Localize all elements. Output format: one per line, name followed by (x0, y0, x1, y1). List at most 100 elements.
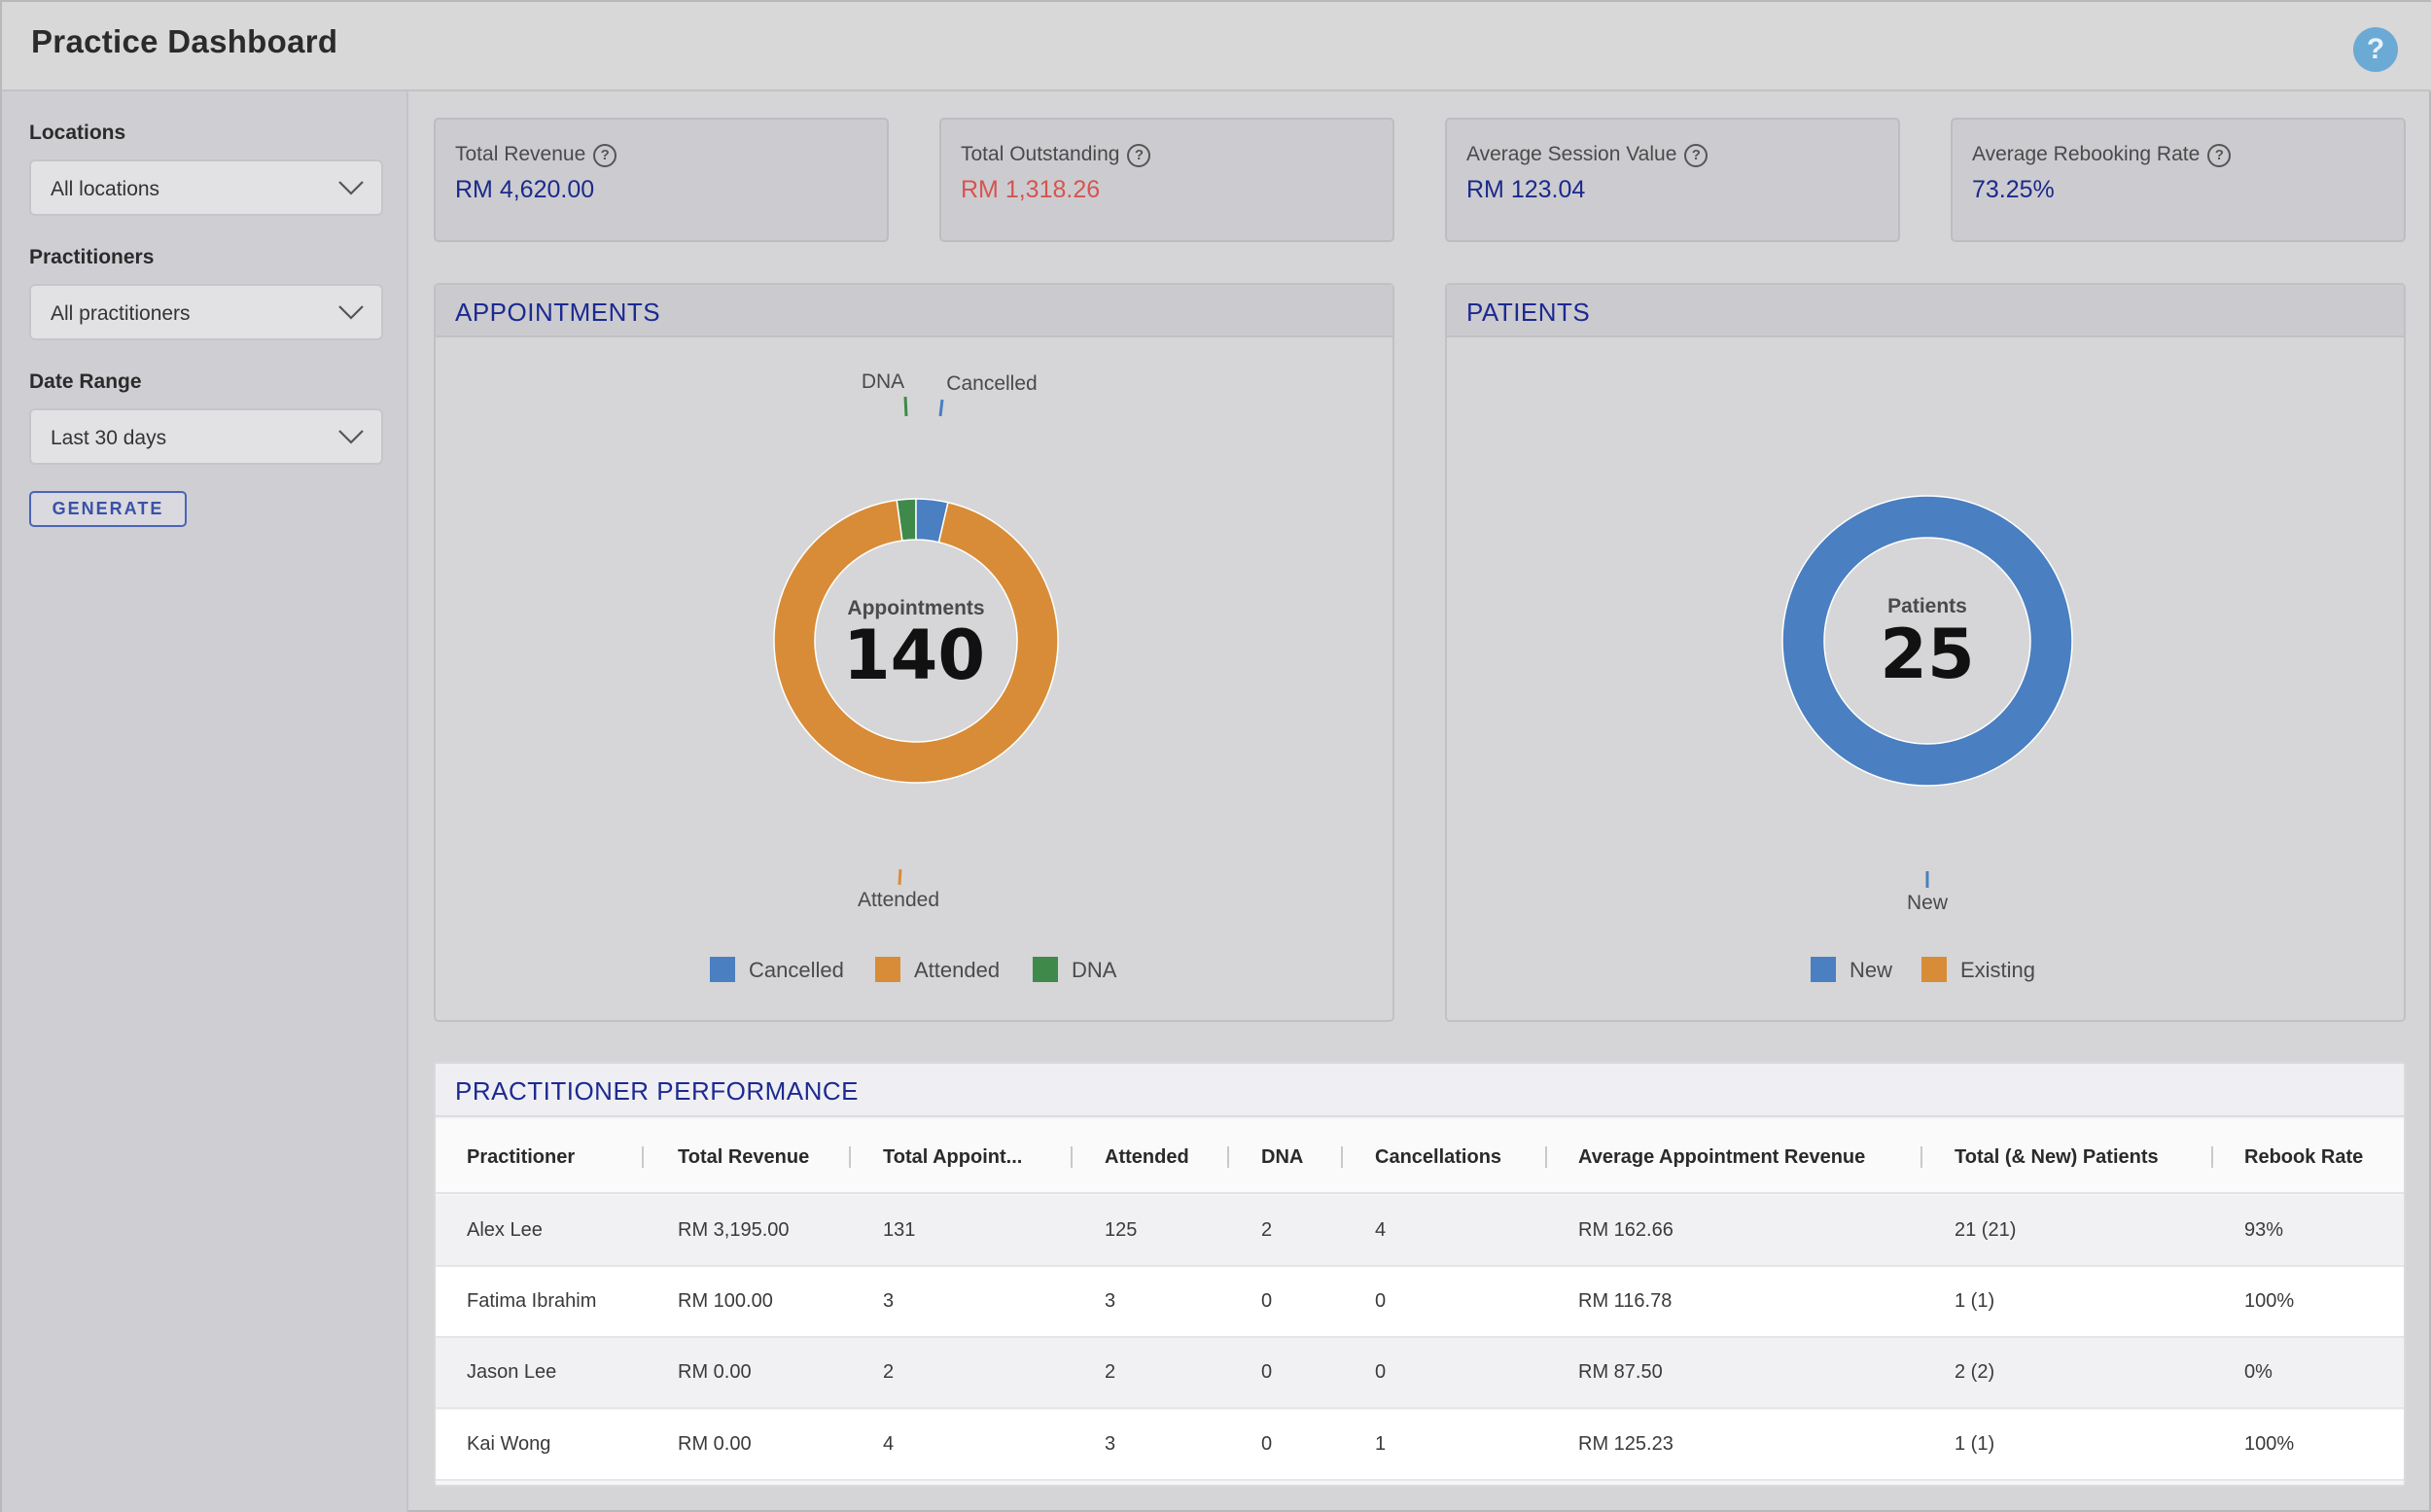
stat-label: Average Session Value (1466, 143, 1677, 165)
column-resize-handle[interactable] (849, 1146, 851, 1168)
appointments-panel-header: APPOINTMENTS (436, 285, 1392, 337)
locations-select-value: All locations (51, 178, 160, 200)
date-range-select[interactable]: Last 30 days (29, 408, 383, 465)
legend-item-dna[interactable]: DNA (1033, 957, 1116, 983)
col-rebook-rate-cell: 0% (2244, 1361, 2272, 1383)
patients-center-label: Patients (1887, 595, 1967, 617)
column-resize-handle[interactable] (1920, 1146, 1922, 1168)
appointments-center-label: Appointments (847, 597, 984, 619)
col-dna-cell: 0 (1261, 1290, 1273, 1312)
col-attended-cell: 125 (1105, 1219, 1138, 1241)
col-attended-cell: 2 (1105, 1361, 1116, 1383)
chevron-down-icon (338, 430, 364, 444)
dna-callout-line (903, 396, 908, 417)
donut-slice-attended[interactable] (773, 499, 1059, 784)
question-circle-icon[interactable]: ? (1684, 144, 1709, 167)
legend-item-existing[interactable]: Existing (1921, 957, 2035, 983)
col-attended-cell: 3 (1105, 1433, 1116, 1455)
patients-legend: New Existing (1811, 957, 2102, 986)
legend-label: DNA (1072, 958, 1117, 982)
locations-select[interactable]: All locations (29, 159, 383, 216)
patients-title: PATIENTS (1466, 298, 1591, 327)
attended-callout-line (898, 868, 902, 886)
table-row[interactable]: Kai Wong RM 0.00 4 3 0 1 RM 125.23 1 (1) 100% (436, 1410, 2404, 1481)
col-total-new-patients-header[interactable]: Total (& New) Patients (1955, 1146, 2159, 1168)
col-cancellations-cell: 1 (1375, 1433, 1387, 1455)
col-cancellations-header[interactable]: Cancellations (1375, 1146, 1502, 1168)
col-practitioner-cell: Jason Lee (467, 1361, 557, 1383)
col-total-appointments-header[interactable]: Total Appoint... (883, 1146, 1023, 1168)
col-practitioner-header[interactable]: Practitioner (467, 1146, 576, 1168)
practitioner-performance-title: PRACTITIONER PERFORMANCE (455, 1076, 860, 1106)
table-row[interactable]: Jason Lee RM 0.00 2 2 0 0 RM 87.50 2 (2) 0% (436, 1338, 2404, 1409)
column-resize-handle[interactable] (1545, 1146, 1547, 1168)
date-range-select-value: Last 30 days (51, 427, 167, 449)
col-total-new-patients-cell: 1 (1) (1955, 1290, 1995, 1312)
col-cancellations-cell: 4 (1375, 1219, 1387, 1241)
col-practitioner-cell: Kai Wong (467, 1433, 551, 1455)
cancelled-callout-label: Cancelled (946, 372, 1037, 395)
filter-sidebar: Locations All locations Practitioners Al… (2, 91, 408, 1512)
column-resize-handle[interactable] (1341, 1146, 1343, 1168)
stat-card-label-wrap: Total Revenue? (455, 143, 617, 167)
legend-item-cancelled[interactable]: Cancelled (710, 957, 844, 983)
legend-item-attended[interactable]: Attended (875, 957, 1000, 983)
question-circle-icon[interactable]: ? (2207, 144, 2232, 167)
col-cancellations-cell: 0 (1375, 1290, 1387, 1312)
donut-slice-new[interactable] (1781, 495, 2073, 787)
generate-button[interactable]: GENERATE (29, 491, 187, 527)
col-dna-cell: 0 (1261, 1361, 1273, 1383)
col-total-appointments-cell: 3 (883, 1290, 895, 1312)
stat-value: RM 4,620.00 (455, 176, 595, 203)
col-rebook-rate-cell: 100% (2244, 1433, 2295, 1455)
col-rebook-rate-header[interactable]: Rebook Rate (2244, 1146, 2364, 1168)
practitioners-select[interactable]: All practitioners (29, 284, 383, 340)
col-total-revenue-cell: RM 3,195.00 (678, 1219, 790, 1241)
top-header: Practice Dashboard ? (2, 2, 2431, 91)
appointments-title: APPOINTMENTS (455, 298, 661, 327)
column-resize-handle[interactable] (2211, 1146, 2213, 1168)
stat-card-label-wrap: Total Outstanding? (961, 143, 1151, 167)
col-total-new-patients-cell: 21 (21) (1955, 1219, 2017, 1241)
col-total-revenue-header[interactable]: Total Revenue (678, 1146, 810, 1168)
stat-card-total-revenue: Total Revenue? RM 4,620.00 (434, 118, 889, 242)
appointments-donut-chart: DNA Cancelled Attended Appointments 140 (773, 370, 1059, 911)
column-resize-handle[interactable] (1071, 1146, 1073, 1168)
attended-callout-label: Attended (858, 889, 939, 911)
stat-card-label-wrap: Average Session Value? (1466, 143, 1709, 167)
stat-label: Average Rebooking Rate (1972, 143, 2201, 165)
col-rebook-rate-cell: 100% (2244, 1290, 2295, 1312)
column-resize-handle[interactable] (642, 1146, 644, 1168)
col-dna-header[interactable]: DNA (1261, 1146, 1304, 1168)
chevron-down-icon (338, 305, 364, 320)
page-title: Practice Dashboard (31, 23, 338, 59)
appointments-center-value: 140 (843, 615, 985, 695)
legend-swatch (1921, 957, 1947, 982)
col-average-appointment-revenue-header[interactable]: Average Appointment Revenue (1578, 1146, 1866, 1168)
table-row[interactable]: Alex Lee RM 3,195.00 131 125 2 4 RM 162.66 21 (… (436, 1196, 2404, 1267)
col-total-revenue-cell: RM 0.00 (678, 1433, 752, 1455)
legend-label: Existing (1960, 958, 2036, 982)
legend-swatch (1811, 957, 1836, 982)
stat-value: 73.25% (1972, 176, 2055, 203)
col-dna-cell: 2 (1261, 1219, 1273, 1241)
legend-swatch (875, 957, 900, 982)
help-icon[interactable]: ? (2353, 27, 2398, 72)
col-dna-cell: 0 (1261, 1433, 1273, 1455)
column-resize-handle[interactable] (1227, 1146, 1229, 1168)
stat-value: RM 123.04 (1466, 176, 1586, 203)
appointments-legend: Cancelled Attended DNA (710, 957, 1147, 986)
stat-label: Total Outstanding (961, 143, 1120, 165)
question-circle-icon[interactable]: ? (593, 144, 617, 167)
col-attended-header[interactable]: Attended (1105, 1146, 1189, 1168)
patients-donut-chart: New Patients 25 (1781, 495, 2073, 914)
stat-card-average-session-value: Average Session Value? RM 123.04 (1445, 118, 1900, 242)
patients-panel: PATIENTS New Patients 25 New Existing (1445, 283, 2406, 1022)
table-row[interactable]: Fatima Ibrahim RM 100.00 3 3 0 0 RM 116.78 1 (1… (436, 1267, 2404, 1338)
practitioner-performance-header: PRACTITIONER PERFORMANCE (436, 1064, 2404, 1117)
legend-label: New (1850, 958, 1893, 982)
question-circle-icon[interactable]: ? (1127, 144, 1151, 167)
legend-item-new[interactable]: New (1811, 957, 1892, 983)
col-rebook-rate-cell: 93% (2244, 1219, 2284, 1241)
